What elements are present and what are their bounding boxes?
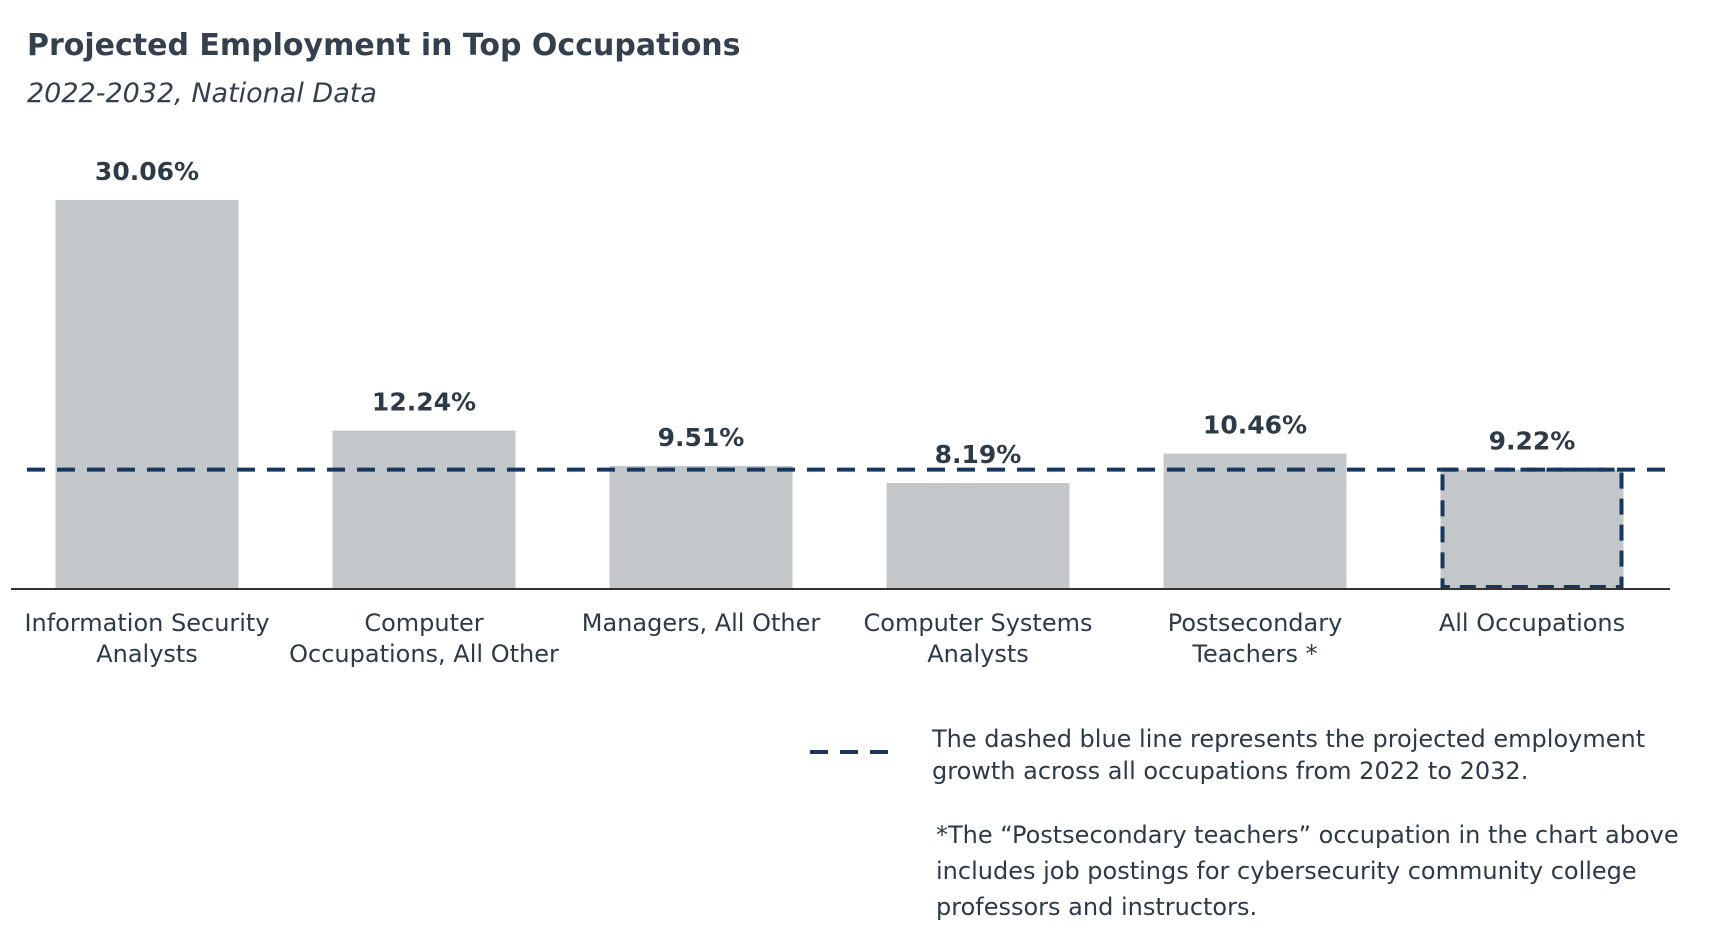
bar — [55, 199, 239, 589]
bar — [886, 482, 1070, 589]
value-label: 9.22% — [1489, 427, 1576, 456]
x-tick-label: Information Security Analysts — [24, 609, 270, 668]
chart-subtitle: 2022-2032, National Data — [27, 78, 377, 109]
value-label: 9.51% — [658, 423, 745, 452]
footnote: *The “Postsecondary teachers” occupation… — [936, 821, 1679, 921]
value-label: 12.24% — [372, 388, 476, 417]
value-label: 8.19% — [935, 440, 1022, 469]
bar — [609, 465, 793, 589]
x-tick-label: Computer Occupations, All Other — [289, 609, 559, 668]
x-tick-label: All Occupations — [1438, 609, 1626, 637]
bar — [1163, 453, 1347, 589]
x-tick-label: Postsecondary Teachers * — [1167, 609, 1343, 668]
bar — [332, 430, 516, 589]
value-label: 30.06% — [95, 157, 199, 186]
legend-note: The dashed blue line represents the proj… — [932, 725, 1646, 785]
x-tick-label: Computer Systems Analysts — [863, 609, 1093, 668]
value-label: 10.46% — [1203, 411, 1307, 440]
bar — [1440, 469, 1624, 589]
chart-title: Projected Employment in Top Occupations — [27, 28, 741, 63]
x-tick-label: Managers, All Other — [581, 609, 821, 637]
